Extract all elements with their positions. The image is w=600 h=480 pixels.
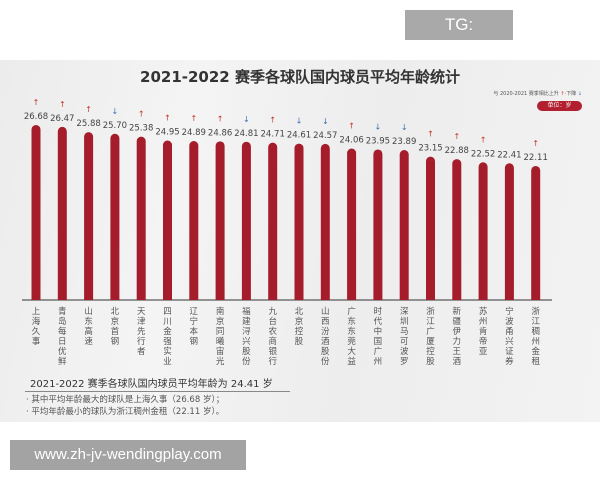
category-label: 浙江稠州金租 [531,306,540,367]
data-label: 23.89 [392,137,416,147]
category-label: 山东高速 [84,306,93,347]
data-label: 26.68 [24,112,48,122]
data-label: 25.88 [76,119,100,129]
data-label: 24.57 [313,131,337,141]
bar [452,159,462,300]
arrow-up-icon: ↑ [560,91,565,97]
chart-title: 2021-2022 赛季各球队国内球员平均年龄统计 [140,68,460,86]
category-label: 九台农商银行 [268,307,277,367]
arrow-up-icon: ↑ [480,135,487,144]
bar [531,165,541,300]
arrow-up-icon: ↑ [269,116,276,125]
arrow-up-icon: ↑ [138,110,145,119]
bar [31,124,41,300]
arrow-up-icon: ↑ [348,121,355,130]
bar [373,149,383,300]
data-label: 22.11 [524,153,548,163]
bar [57,126,67,300]
data-label: 24.86 [208,128,232,138]
data-label: 24.06 [339,135,363,145]
category-label: 北京首钢 [111,307,120,347]
data-label: 24.95 [155,128,179,138]
arrow-up-icon: ↑ [453,132,460,141]
data-label: 23.95 [366,136,390,146]
category-label: 时代中国广州 [374,306,383,367]
bar [347,148,357,300]
unit-badge: 单位：岁 [537,101,582,111]
bar [84,132,94,300]
bar [426,156,435,300]
bar [215,141,225,300]
category-label: 天津先行者 [137,307,146,357]
bar [189,141,199,300]
bar-chart: 26.68 ↑ 上海久事 26.47 ↑ 青岛每日优鲜 25.88 ↑ 山东高速 25.70 ↓ 北京… [22,98,552,367]
bar [478,162,488,300]
bar [504,163,514,300]
arrow-up-icon: ↑ [217,114,224,123]
bar [110,133,120,300]
divider [25,391,290,392]
bar [268,142,278,300]
site-watermark: www.zh-jv-wendingplay.com [10,440,246,470]
category-label: 浙江广厦控股 [426,306,435,367]
category-label: 北京控股 [295,307,304,347]
arrow-down-icon: ↓ [375,122,382,131]
bar [399,150,409,300]
legend: 与 2020-2021 赛季相比上升 ↑·下降 ↓ [493,90,582,97]
data-label: 25.70 [103,121,127,131]
bar [294,143,304,300]
category-label: 深圳马可波罗 [400,307,409,367]
arrow-up-icon: ↑ [59,100,66,109]
arrow-up-icon: ↑ [190,114,197,123]
note-oldest: · 其中平均年龄最大的球队是上海久事（26.68 岁）； [26,395,225,405]
bar [320,143,330,300]
arrow-down-icon: ↓ [322,117,329,126]
category-label: 广东东莞大益 [347,306,356,367]
bar [241,141,251,300]
data-label: 22.41 [497,150,521,160]
bar [163,140,172,300]
arrow-down-icon: ↓ [401,123,408,132]
legend-sep: ·下降 [564,91,577,97]
arrow-down-icon: ↓ [577,91,582,97]
arrow-down-icon: ↓ [243,115,250,124]
note-youngest: · 平均年龄最小的球队为浙江稠州金租（22.11 岁）。 [26,407,225,417]
category-label: 新疆伊力王酒 [453,306,462,367]
category-label: 辽宁本钢 [190,307,199,347]
category-label: 福建浔兴股份 [242,306,251,367]
arrow-up-icon: ↑ [164,114,171,123]
arrow-up-icon: ↑ [427,130,434,139]
data-label: 24.71 [261,130,285,140]
summary-notes: · 其中平均年龄最大的球队是上海久事（26.68 岁）； · 平均年龄最小的球队… [26,394,224,418]
summary-headline: 2021-2022 赛季各球队国内球员平均年龄为 24.41 岁 [30,379,273,390]
category-label: 山西汾酒股份 [321,306,330,367]
data-label: 22.88 [445,146,469,156]
data-label: 23.15 [418,144,442,154]
category-label: 苏州肯帝亚 [479,306,488,357]
data-label: 24.81 [234,129,258,139]
arrow-up-icon: ↑ [33,98,40,107]
data-label: 22.52 [471,149,495,159]
category-label: 南京同曦宙光 [216,306,225,367]
legend-text: 与 2020-2021 赛季相比上升 [493,91,559,97]
category-label: 青岛每日优鲜 [58,306,67,367]
data-label: 24.61 [287,131,311,141]
arrow-down-icon: ↓ [112,107,119,116]
data-label: 24.89 [182,128,206,138]
bar [136,136,146,300]
arrow-down-icon: ↓ [296,117,303,126]
data-label: 26.47 [50,114,74,124]
arrow-up-icon: ↑ [532,139,539,148]
data-label: 25.38 [129,124,153,134]
category-label: 宁波甬兴证券 [505,306,514,367]
category-label: 上海久事 [32,307,41,347]
category-label: 四川金强实业 [163,307,172,367]
watermark: TG: MYYJJPP [405,10,513,64]
arrow-up-icon: ↑ [85,105,92,114]
